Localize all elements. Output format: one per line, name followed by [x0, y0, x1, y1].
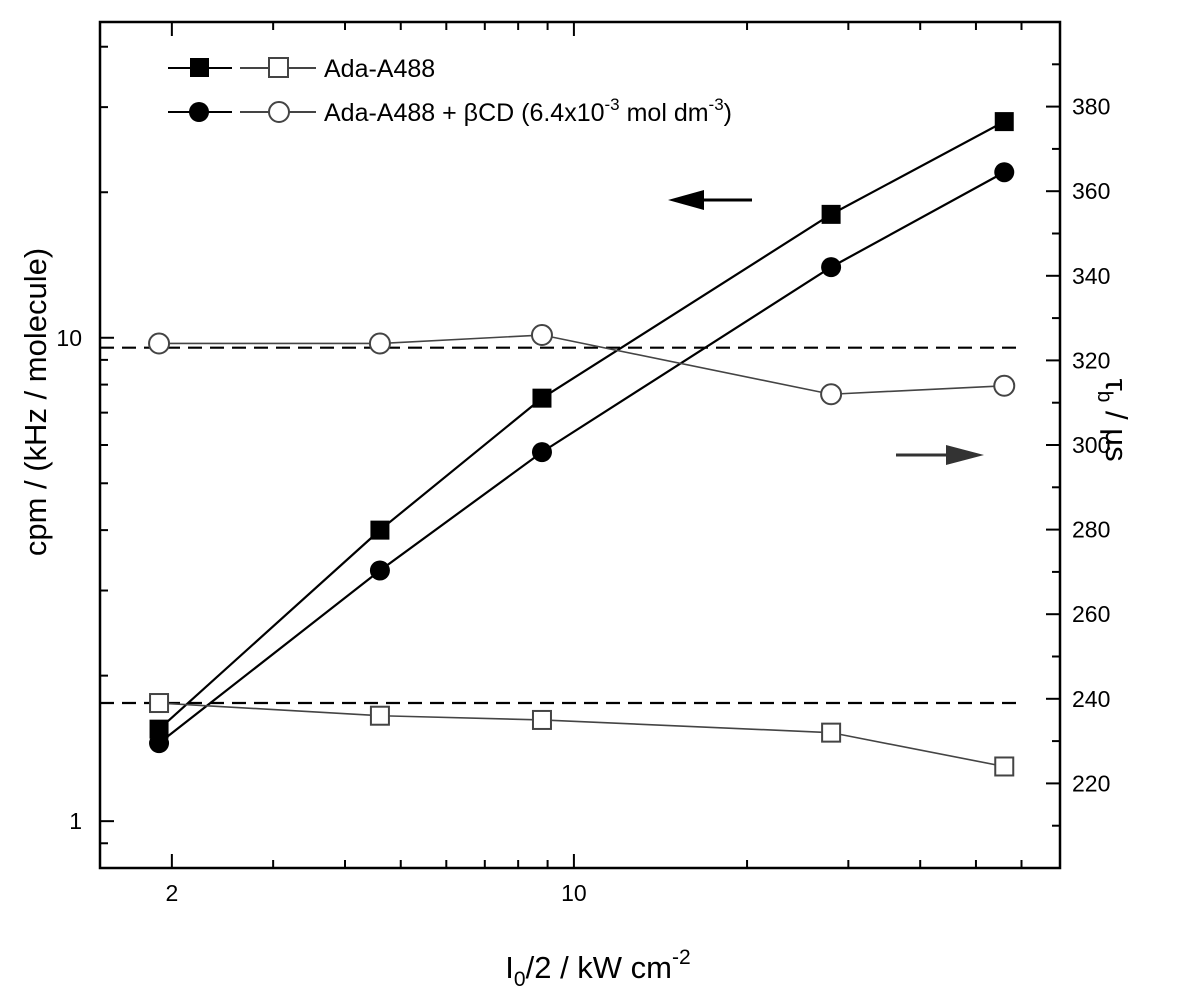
series-line	[159, 702, 1005, 768]
data-point-open-square	[531, 709, 552, 730]
data-point-filled-square	[994, 112, 1014, 132]
data-point-open-circle	[148, 332, 171, 355]
x-tick-label: 2	[165, 880, 178, 906]
legend-marker-open-circle	[268, 101, 290, 123]
data-point-open-circle	[368, 332, 391, 355]
y-right-axis-title: τb / μs	[1093, 378, 1134, 461]
data-point-open-circle	[993, 374, 1016, 397]
legend: Ada-A488 Ada-A488 + βCD (6.4x10-3 mol dm…	[168, 55, 732, 127]
data-point-filled-square	[821, 204, 841, 224]
legend-entry-ada: Ada-A488	[168, 55, 435, 83]
legend-marker-open-square	[268, 57, 289, 78]
y-left-tick-label: 10	[56, 325, 82, 351]
data-point-filled-circle	[149, 733, 170, 754]
data-point-filled-circle	[369, 560, 390, 581]
y-right-tick-labels: 220 240 260 280 300 320 340 360 380	[1072, 94, 1110, 797]
arrow-to-left-axis	[668, 190, 752, 210]
reference-lines	[100, 346, 1020, 705]
y-right-tick-label: 320	[1072, 347, 1110, 373]
data-point-open-square	[821, 722, 842, 743]
y-left-tick-label: 1	[69, 808, 82, 834]
x-tick-labels: 2 10	[165, 880, 586, 906]
y-right-tick-label: 340	[1072, 263, 1110, 289]
series-line	[159, 334, 1005, 396]
y-right-tick-label: 260	[1072, 601, 1110, 627]
series-line	[158, 120, 1005, 730]
x-tick-label: 10	[561, 880, 587, 906]
series-line	[158, 171, 1005, 745]
legend-label: Ada-A488	[324, 55, 435, 83]
legend-entry-ada-cd: Ada-A488 + βCD (6.4x10-3 mol dm-3)	[168, 95, 732, 127]
y-right-tick-label: 220	[1072, 770, 1110, 796]
data-point-open-square	[369, 705, 390, 726]
data-point-filled-square	[370, 520, 390, 540]
data-point-filled-square	[532, 388, 552, 408]
y-right-tick-label: 240	[1072, 686, 1110, 712]
y-left-tick-labels: 1 10	[56, 325, 82, 834]
data-point-filled-circle	[531, 442, 552, 463]
x-axis-title: I0/2 / kW cm-2	[505, 946, 690, 991]
legend-marker-filled-square	[190, 58, 209, 77]
data-point-open-square	[994, 756, 1015, 777]
y-right-tick-label: 300	[1072, 432, 1110, 458]
data-point-filled-circle	[821, 257, 842, 278]
series-group	[148, 112, 1016, 777]
data-point-filled-circle	[994, 162, 1015, 183]
data-point-open-circle	[820, 383, 843, 406]
y-right-tick-label: 380	[1072, 94, 1110, 120]
arrow-to-right-axis	[896, 445, 984, 465]
y-left-axis-title: cpm / (kHz / molecule)	[18, 248, 53, 556]
legend-label: Ada-A488 + βCD (6.4x10-3 mol dm-3)	[324, 95, 732, 127]
data-point-open-circle	[530, 324, 553, 347]
legend-marker-filled-circle	[189, 102, 209, 122]
data-point-filled-square	[149, 719, 169, 739]
y-right-tick-label: 360	[1072, 178, 1110, 204]
axis-ticks	[100, 22, 1061, 869]
y-right-tick-label: 280	[1072, 517, 1110, 543]
data-point-open-square	[149, 693, 170, 714]
plot-frame	[98, 20, 1062, 870]
